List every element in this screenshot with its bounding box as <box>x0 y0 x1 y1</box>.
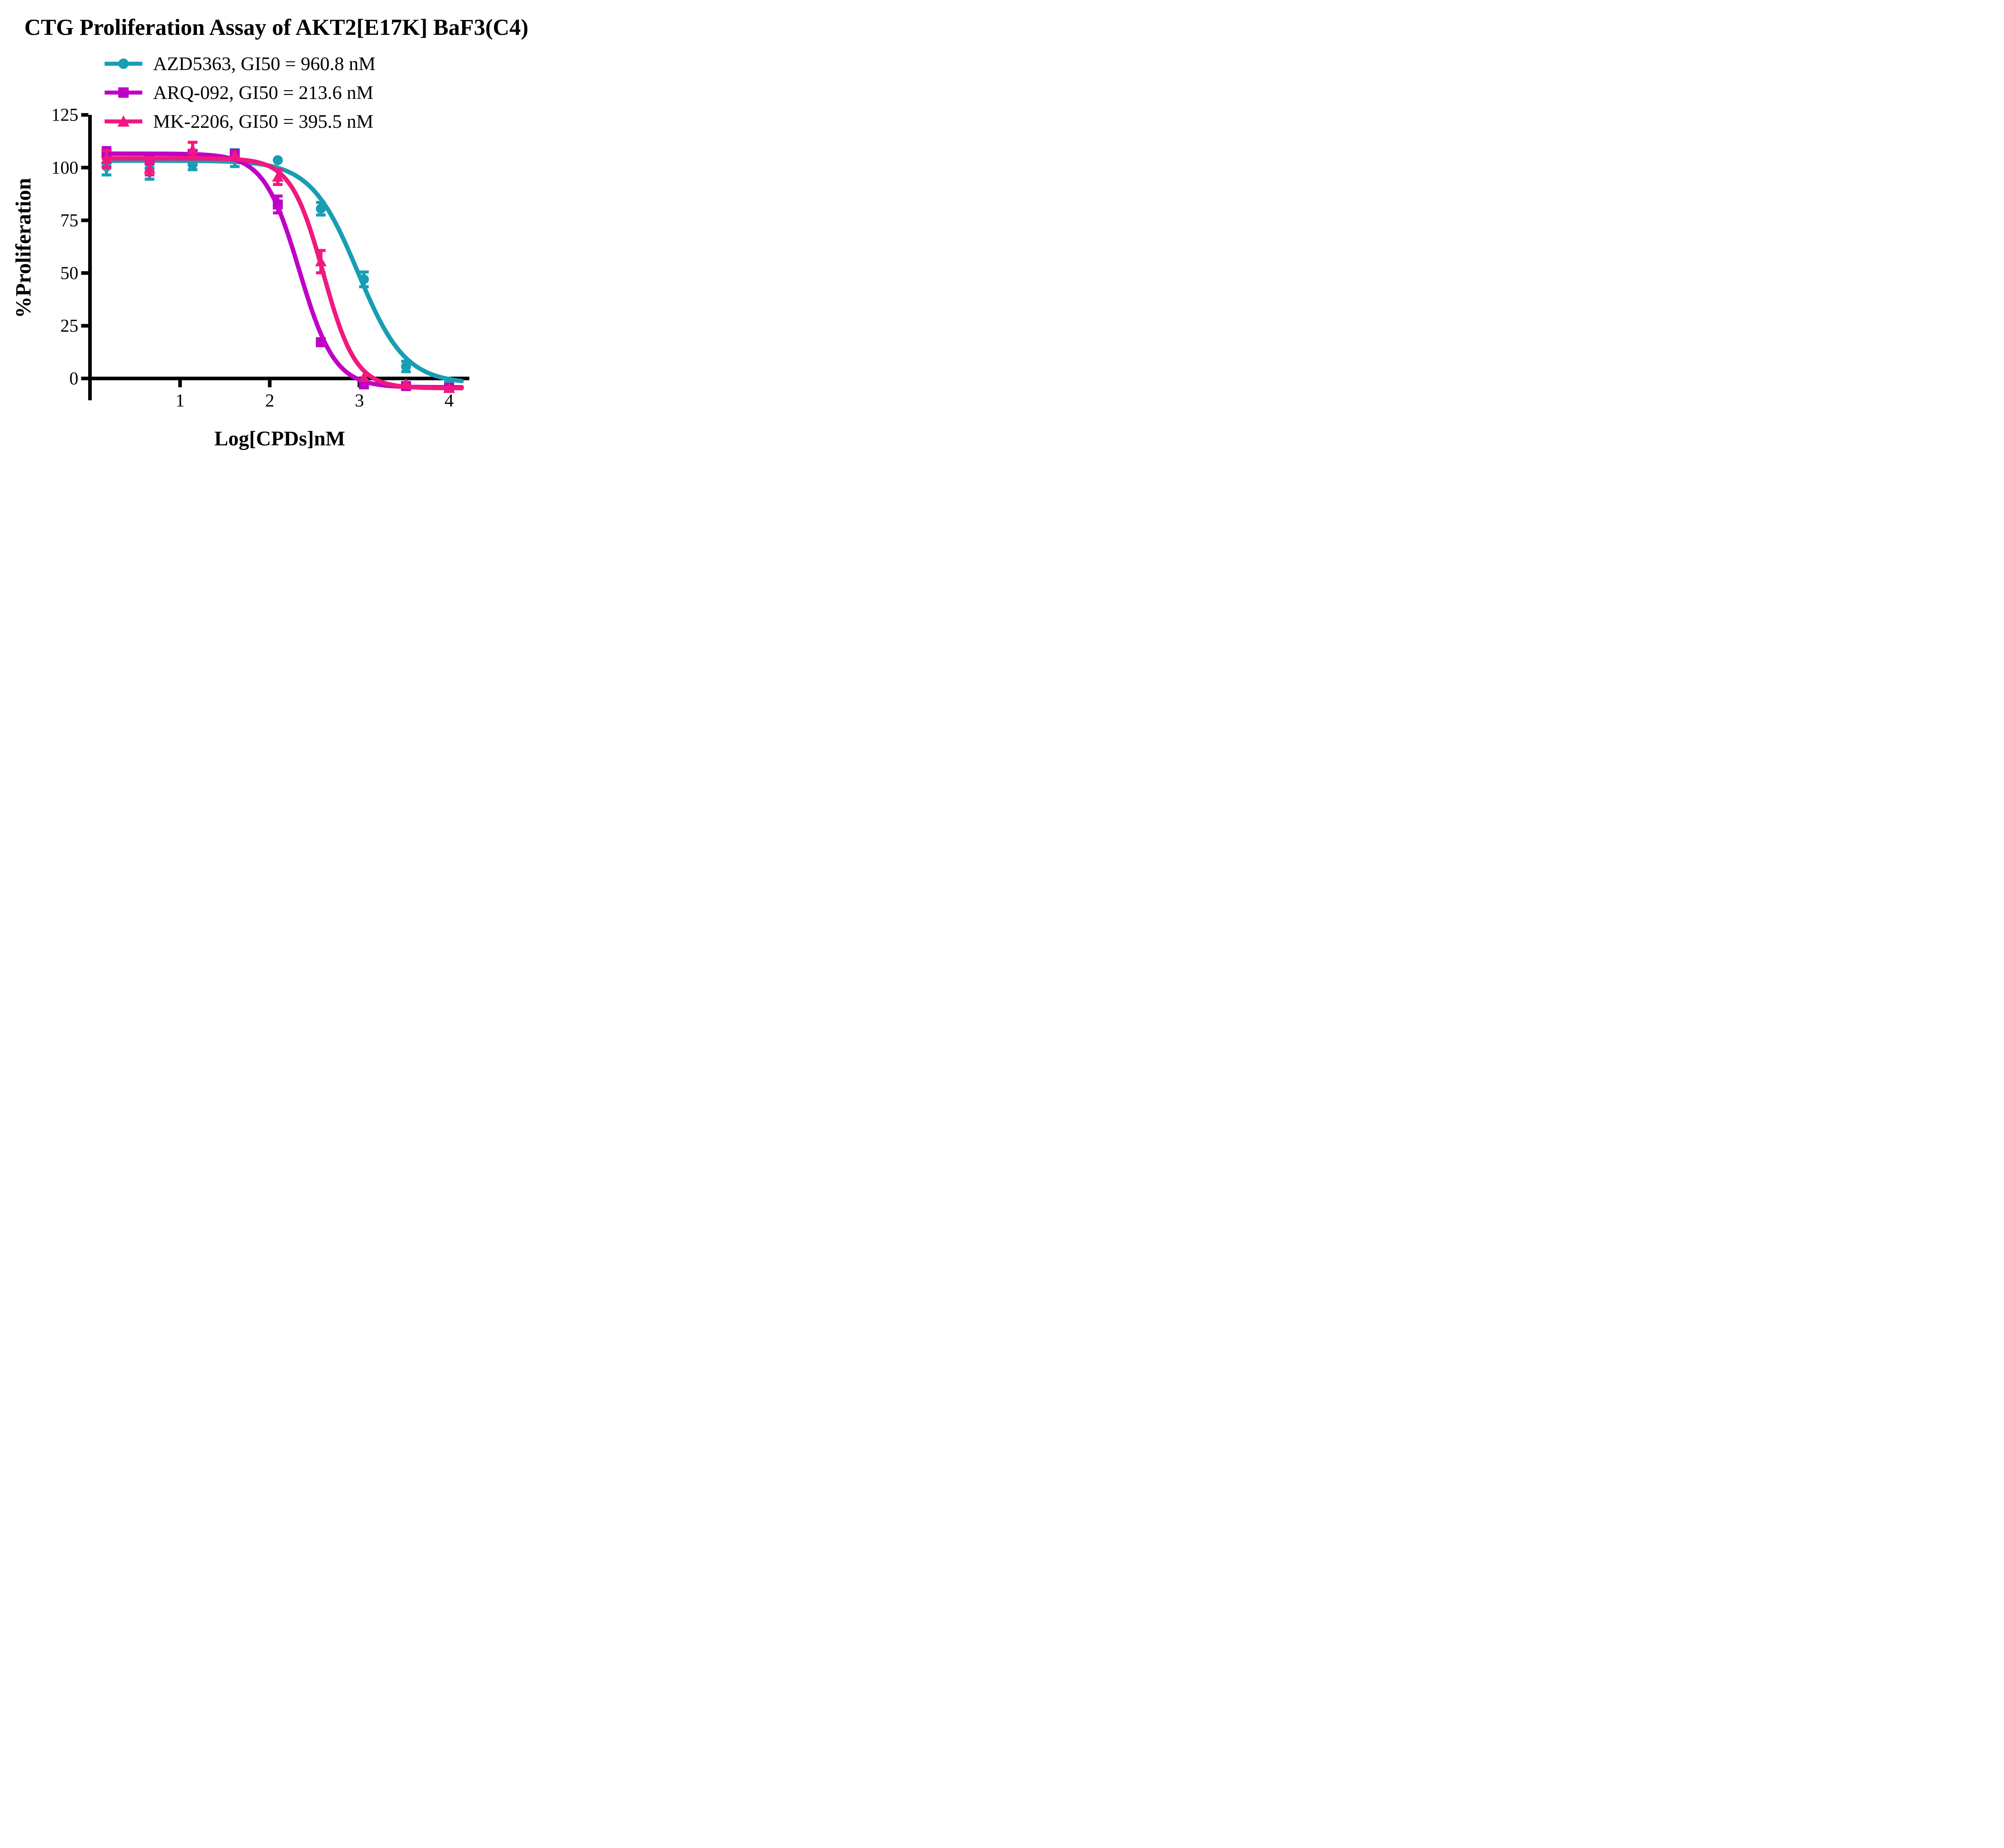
x-tick-label: 2 <box>265 390 275 411</box>
ARQ-092-point <box>273 199 283 210</box>
x-tick-label: 1 <box>176 390 185 411</box>
MK-2206-point <box>187 144 199 155</box>
MK-2206-point <box>443 383 455 393</box>
AZD5363-point <box>359 274 369 284</box>
legend-triangle-icon <box>117 115 129 127</box>
y-tick-label: 50 <box>61 263 79 283</box>
legend-label-azd5363: AZD5363, GI50 = 960.8 nM <box>153 53 376 75</box>
MK-2206-point <box>272 171 284 182</box>
AZD5363-curve <box>102 158 464 383</box>
legend-square-icon <box>118 87 129 98</box>
legend-circle-icon <box>118 59 129 69</box>
y-tick-label: 25 <box>61 316 79 336</box>
y-tick-label: 75 <box>61 210 79 230</box>
MK-2206-point <box>358 371 370 382</box>
plot-area: 0 25 50 75 100 125 1 2 3 4 <box>51 105 469 411</box>
ARQ-092-point <box>316 337 326 347</box>
y-tick-label: 125 <box>51 105 79 125</box>
legend-label-mk2206: MK-2206, GI50 = 395.5 nM <box>153 111 374 132</box>
MK-2206-point <box>101 153 113 164</box>
x-tick-label: 4 <box>444 390 454 411</box>
square-series-marker-icon <box>105 87 142 98</box>
circle-series-marker-icon <box>105 59 142 69</box>
y-tick-label: 0 <box>69 369 79 389</box>
legend-label-arq092: ARQ-092, GI50 = 213.6 nM <box>153 82 374 103</box>
triangle-series-marker-icon <box>105 115 142 127</box>
MK-2206-point <box>143 163 156 174</box>
legend: AZD5363, GI50 = 960.8 nM ARQ-092, GI50 =… <box>103 49 376 136</box>
AZD5363-point <box>273 155 283 165</box>
AZD5363-point <box>401 361 411 372</box>
legend-row-arq092: ARQ-092, GI50 = 213.6 nM <box>103 78 376 107</box>
legend-row-mk2206: MK-2206, GI50 = 395.5 nM <box>103 107 376 136</box>
AZD5363-point <box>316 204 326 214</box>
chart-figure: CTG Proliferation Assay of AKT2[E17K] Ba… <box>0 0 553 462</box>
chart-title: CTG Proliferation Assay of AKT2[E17K] Ba… <box>24 15 529 40</box>
AZD5363-point <box>188 159 198 169</box>
y-tick-label: 100 <box>51 157 79 178</box>
x-tick-label: 3 <box>355 390 364 411</box>
MK-2206-point <box>315 256 327 266</box>
MK-2206-point <box>229 149 241 160</box>
MK-2206-curve <box>102 156 464 391</box>
legend-row-azd5363: AZD5363, GI50 = 960.8 nM <box>103 49 376 78</box>
x-axis-label: Log[CPDs]nM <box>214 427 345 450</box>
ARQ-092-curve <box>102 151 464 389</box>
MK-2206-point <box>400 378 412 389</box>
